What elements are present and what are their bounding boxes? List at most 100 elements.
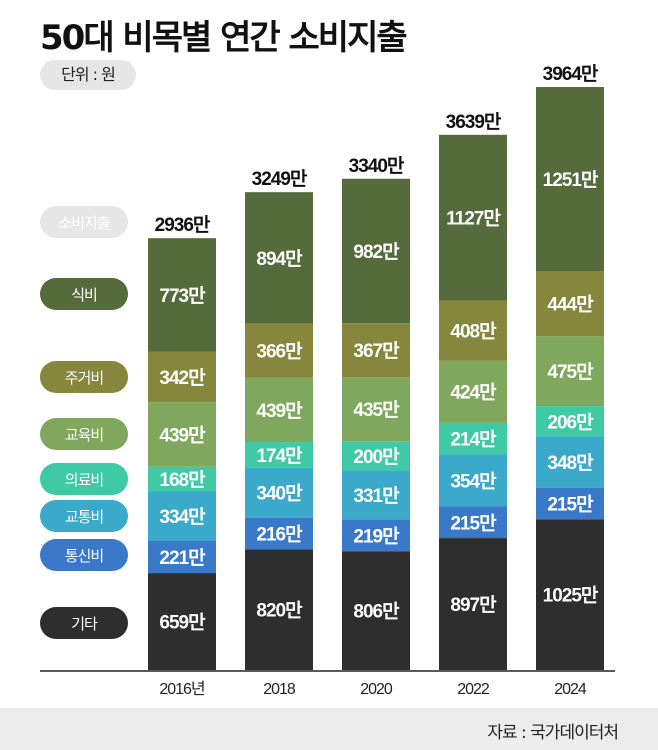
legend-label: 교통비 [65,508,103,526]
segment-label: 214만 [450,429,497,451]
segment-label: 221만 [159,547,206,569]
legend-label: 소비지출 [58,214,109,232]
bar-segment [148,540,216,574]
bar-segment [439,538,507,670]
bar-segment [342,519,410,552]
segment-label: 367만 [353,340,400,362]
legend-pill [40,463,128,495]
source-label: 자료 : 국가데이터처 [487,723,619,743]
segment-label: 894만 [256,248,303,270]
bar-segment [439,506,507,539]
bar-segment [439,300,507,361]
total-label: 3964만 [543,63,599,85]
segment-label: 444만 [547,294,594,316]
bar-segment [148,238,216,352]
segment-label: 1127만 [446,208,501,230]
segment-label: 1251만 [543,169,599,191]
total-label: 3249만 [252,168,308,190]
x-tick-label: 2020 [360,681,393,698]
bar-segment [342,178,410,324]
legend-label: 의료비 [65,471,103,489]
chart-title: 50대 비목별 연간 소비지출 [40,18,408,58]
bar-segment [148,402,216,467]
segment-label: 174만 [256,445,303,467]
x-tick-label: 2016년 [159,680,205,698]
legend-pill [40,539,128,571]
segment-label: 806만 [353,601,400,623]
bar-segment [536,270,604,337]
segment-label: 439만 [159,424,206,446]
segment-label: 215만 [547,493,594,515]
total-label: 3340만 [349,155,405,177]
legend-pill [40,361,128,393]
legend-label: 교육비 [65,426,103,444]
x-tick-label: 2024 [554,681,587,698]
segment-label: 659만 [159,612,206,634]
x-tick-label: 2018 [263,681,296,698]
bar-segment [439,360,507,423]
stacked-bar-chart: 659만 221만 334만 168만 439만 342만 773만 2936만 2016년 82… [40,63,615,698]
segment-label: 219만 [353,525,400,547]
segment-label: 408만 [450,321,497,343]
legend-pill [40,278,128,310]
segment-label: 334만 [159,506,206,528]
bar-segment [245,192,313,324]
bar-segment [245,442,313,468]
segment-label: 354만 [450,470,497,492]
segment-label: 424만 [450,382,497,404]
legend-pill [40,500,128,532]
segment-label: 435만 [353,399,400,421]
legend-label: 기타 [71,615,98,633]
segment-label: 475만 [547,361,594,383]
bar-segment [439,422,507,455]
segment-label: 340만 [256,483,303,505]
segment-label: 331만 [353,485,400,507]
footer: 자료 : 국가데이터처 [0,708,658,750]
bar-segment [536,519,604,670]
bar-segment [342,441,410,471]
bar-segment [148,491,216,541]
bar-segment [536,87,604,271]
bar-segment [536,336,604,407]
bar-segment [342,377,410,442]
legend-pill [40,206,128,238]
bar-segment [439,454,507,507]
legend-pill [40,607,128,639]
segment-label: 348만 [547,452,594,474]
bar-segment [148,466,216,492]
legend-label: 통신비 [65,547,103,565]
bar-segment [342,323,410,378]
bar-segment [245,323,313,378]
bar-segment [536,487,604,520]
segment-label: 200만 [353,446,400,468]
bar-segment [148,573,216,670]
bar-segment [536,406,604,437]
segment-label: 897만 [450,594,497,616]
total-label: 2936만 [155,214,211,236]
bar-segment [245,517,313,550]
segment-label: 439만 [256,400,303,422]
bar-segment [439,134,507,301]
bar-segment [245,467,313,518]
segment-label: 366만 [256,341,303,363]
segment-label: 342만 [159,367,206,389]
segment-label: 168만 [159,469,206,491]
segment-label: 773만 [159,285,206,307]
bar-segment [245,549,313,670]
bar-segment [148,351,216,403]
segment-label: 216만 [256,524,303,546]
segment-label: 215만 [450,512,497,534]
segment-label: 820만 [256,600,303,622]
segment-label: 1025만 [543,585,599,607]
legend-label: 식비 [71,286,97,304]
x-tick-label: 2022 [457,681,490,698]
bar-segment [342,470,410,520]
bar-segment [245,377,313,443]
segment-label: 982만 [353,241,400,263]
legend-pill [40,418,128,450]
legend-label: 주거비 [65,369,103,387]
bar-segment [536,436,604,488]
unit-label: 단위 : 원 [40,60,136,90]
segment-label: 206만 [547,411,594,433]
